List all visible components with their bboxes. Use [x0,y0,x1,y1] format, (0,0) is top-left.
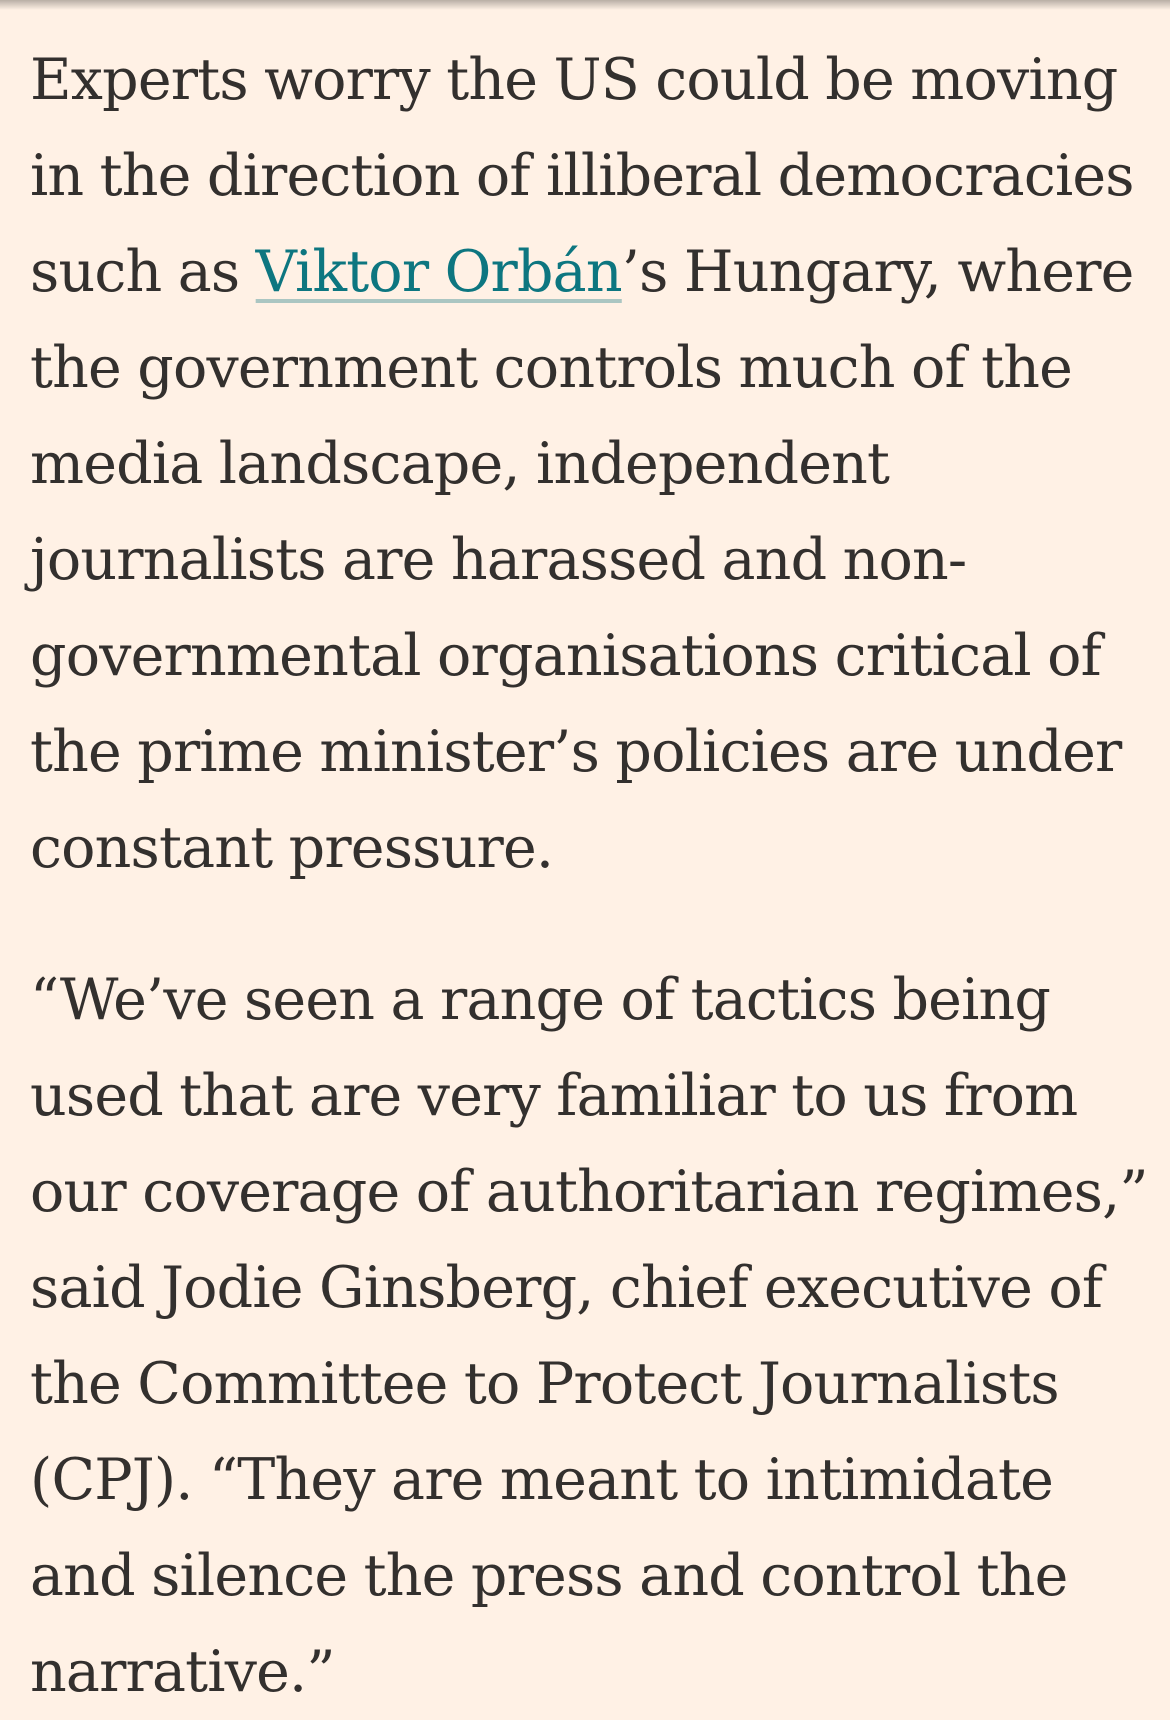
article-paragraph-2: “We’ve seen a range of tactics being use… [30,967,1149,1705]
viktor-orban-link[interactable]: Viktor Orbán [255,239,623,305]
top-bar-shadow [0,0,1170,10]
paragraph-1-text-after-link: ’s Hungary, where the government control… [30,239,1134,881]
article-paragraph-1: Experts worry the US could be moving in … [30,32,1150,896]
article-body: Experts worry the US could be moving in … [30,32,1150,1720]
paragraph-1-text-before-link: Experts worry the US could be moving in … [30,47,1135,305]
